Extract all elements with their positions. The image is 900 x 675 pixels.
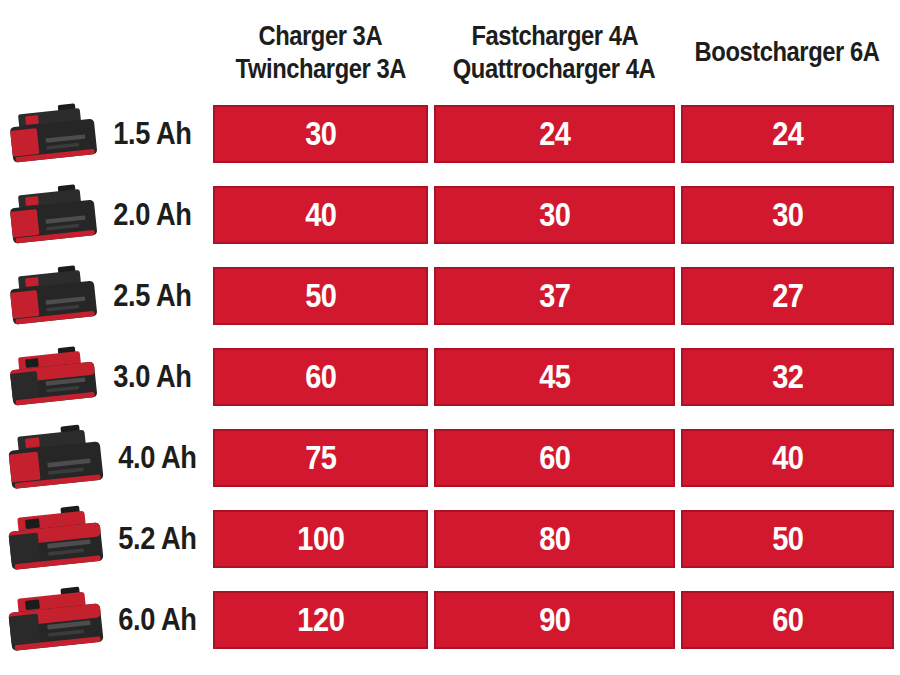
value-cell: 50 [681,510,894,568]
value-cell: 60 [213,348,428,406]
value-text: 90 [539,601,570,639]
row-label-cell: 4.0 Ah [0,429,207,487]
column-header-fastcharger-4a: Fastcharger 4A Quattrocharger 4A [434,20,675,86]
charging-time-table: Charger 3A Twincharger 3A Fastcharger 4A… [0,0,900,675]
value-cell: 80 [434,510,675,568]
value-text: 45 [539,358,570,396]
value-text: 30 [539,196,570,234]
table-row: 5.2 Ah 100 80 50 [0,510,900,568]
table-row: 1.5 Ah 30 24 24 [0,105,900,163]
value-cell: 32 [681,348,894,406]
value-text: 60 [772,601,803,639]
column-header-line: Quattrocharger 4A [453,53,655,86]
value-text: 24 [539,115,570,153]
column-header-line: Boostcharger 6A [695,36,880,69]
value-cell: 90 [434,591,675,649]
value-cell: 30 [434,186,675,244]
value-text: 32 [772,358,803,396]
battery-image-2-0ah [6,184,104,246]
value-text: 120 [297,601,344,639]
value-text: 30 [772,196,803,234]
table-row: 2.0 Ah 40 30 30 [0,186,900,244]
capacity-label: 4.0 Ah [118,440,196,476]
value-text: 100 [297,520,344,558]
value-cell: 40 [213,186,428,244]
value-cell: 30 [681,186,894,244]
value-text: 30 [305,115,336,153]
column-header-boostcharger-6a: Boostcharger 6A [681,36,894,69]
value-cell: 24 [681,105,894,163]
capacity-label: 2.0 Ah [113,197,191,233]
value-cell: 75 [213,429,428,487]
capacity-label: 6.0 Ah [118,602,196,638]
value-text: 40 [305,196,336,234]
value-cell: 37 [434,267,675,325]
value-cell: 60 [434,429,675,487]
row-label-cell: 2.5 Ah [0,267,207,325]
capacity-label: 2.5 Ah [113,278,191,314]
value-cell: 40 [681,429,894,487]
column-header-line: Charger 3A [259,20,383,53]
table-header: Charger 3A Twincharger 3A Fastcharger 4A… [0,0,900,105]
value-text: 24 [772,115,803,153]
row-label-cell: 3.0 Ah [0,348,207,406]
battery-image-4-0ah [6,423,109,493]
value-cell: 60 [681,591,894,649]
value-cell: 45 [434,348,675,406]
row-label-cell: 2.0 Ah [0,186,207,244]
value-text: 27 [772,277,803,315]
value-text: 75 [305,439,336,477]
row-label-cell: 5.2 Ah [0,510,207,568]
table-row: 4.0 Ah 75 60 40 [0,429,900,487]
value-text: 60 [305,358,336,396]
value-cell: 24 [434,105,675,163]
column-header-charger-3a: Charger 3A Twincharger 3A [213,20,428,86]
battery-image-1-5ah [6,103,104,165]
battery-image-2-5ah [6,265,104,327]
value-text: 50 [772,520,803,558]
capacity-label: 1.5 Ah [113,116,191,152]
table-row: 2.5 Ah 50 37 27 [0,267,900,325]
value-cell: 27 [681,267,894,325]
row-label-cell: 1.5 Ah [0,105,207,163]
capacity-label: 3.0 Ah [113,359,191,395]
column-header-line: Twincharger 3A [235,53,405,86]
row-label-cell: 6.0 Ah [0,591,207,649]
battery-image-5-2ah [6,504,109,574]
value-text: 40 [772,439,803,477]
capacity-label: 5.2 Ah [118,521,196,557]
column-header-line: Fastcharger 4A [471,20,638,53]
value-text: 60 [539,439,570,477]
value-cell: 120 [213,591,428,649]
battery-image-3-0ah [6,346,104,408]
value-cell: 100 [213,510,428,568]
value-cell: 50 [213,267,428,325]
table-row: 3.0 Ah 60 45 32 [0,348,900,406]
value-cell: 30 [213,105,428,163]
value-text: 37 [539,277,570,315]
table-row: 6.0 Ah 120 90 60 [0,591,900,649]
value-text: 50 [305,277,336,315]
value-text: 80 [539,520,570,558]
battery-image-6-0ah [6,585,109,655]
